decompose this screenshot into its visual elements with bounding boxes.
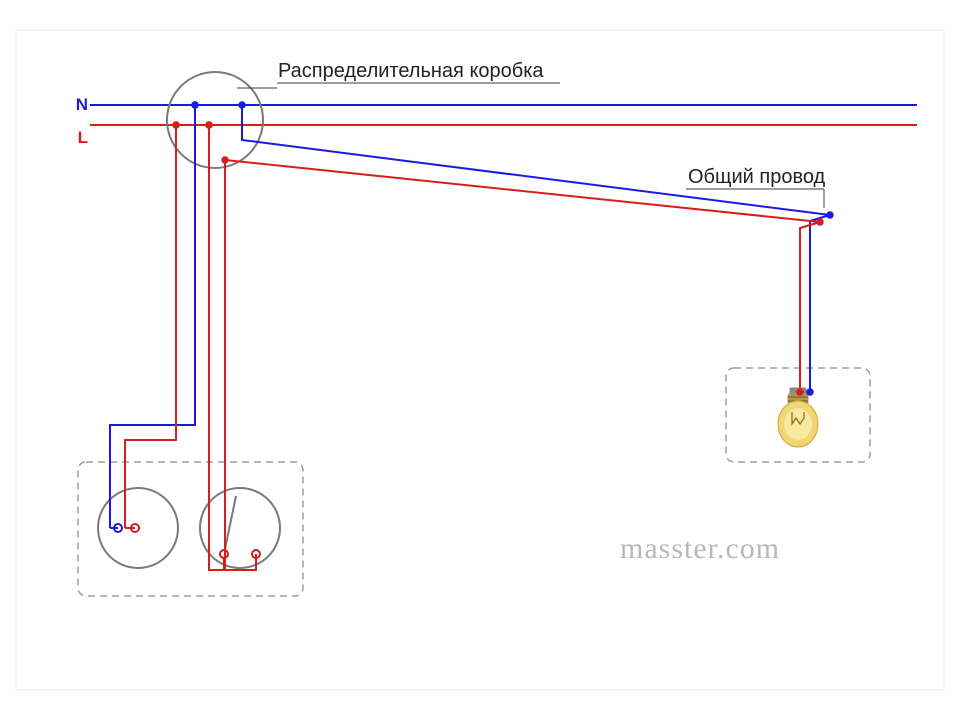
diagram-svg <box>0 0 960 720</box>
live-mark: L <box>78 128 88 148</box>
watermark-text: masster.com <box>620 532 780 566</box>
wiring-diagram: Распределительная коробка Общий провод N… <box>0 0 960 720</box>
junction-box-label: Распределительная коробка <box>278 60 544 83</box>
common-wire-label: Общий провод <box>688 166 825 189</box>
neutral-mark: N <box>76 95 88 115</box>
